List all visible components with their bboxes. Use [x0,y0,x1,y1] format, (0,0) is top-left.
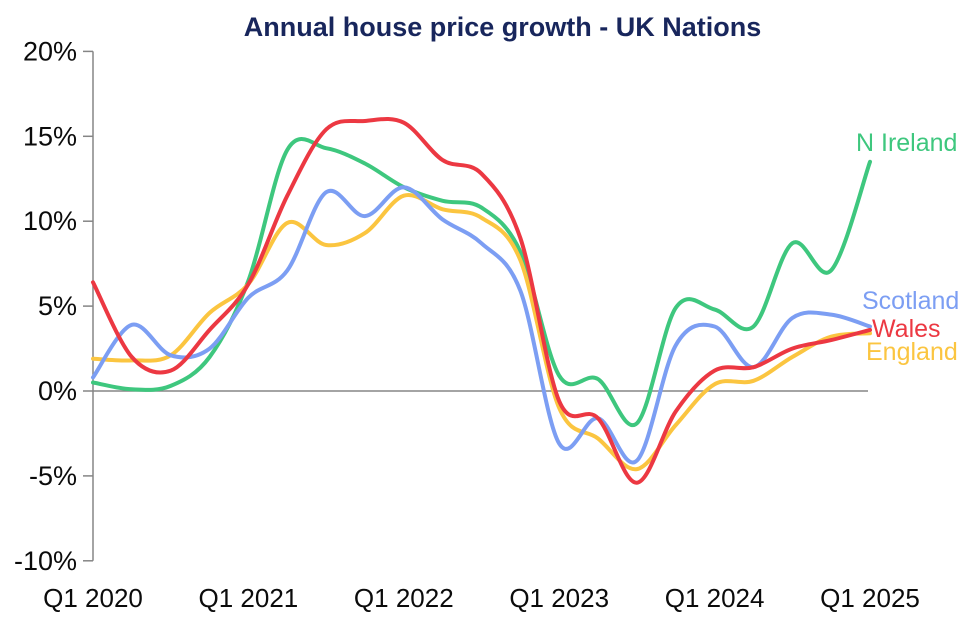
legend-label-scotland: Scotland [862,287,959,315]
y-axis-tick-label: 10% [23,206,77,236]
y-axis-tick-label: 0% [38,376,77,406]
x-axis-tick-label: Q1 2023 [509,583,609,613]
x-axis-tick-label: Q1 2022 [354,583,454,613]
x-axis-tick-label: Q1 2021 [199,583,299,613]
legend-label-n-ireland: N Ireland [856,129,957,157]
series-line-scotland [91,185,872,465]
y-axis-tick-label: -5% [29,461,77,491]
legend-label-wales: Wales [872,315,941,343]
x-axis-tick-label: Q1 2024 [665,583,765,613]
y-axis-tick-label: 15% [23,121,77,151]
x-axis-tick-label: Q1 2020 [43,583,143,613]
chart-title: Annual house price growth - UK Nations [243,12,762,42]
x-axis-tick-label: Q1 2025 [820,583,920,613]
y-axis-tick-label: -10% [14,546,77,576]
y-axis-tick-label: 20% [23,36,77,66]
legend-label-england: England [866,338,958,366]
y-axis-tick-label: 5% [38,291,77,321]
series-line-wales [91,117,872,485]
series-line-england [91,193,872,472]
